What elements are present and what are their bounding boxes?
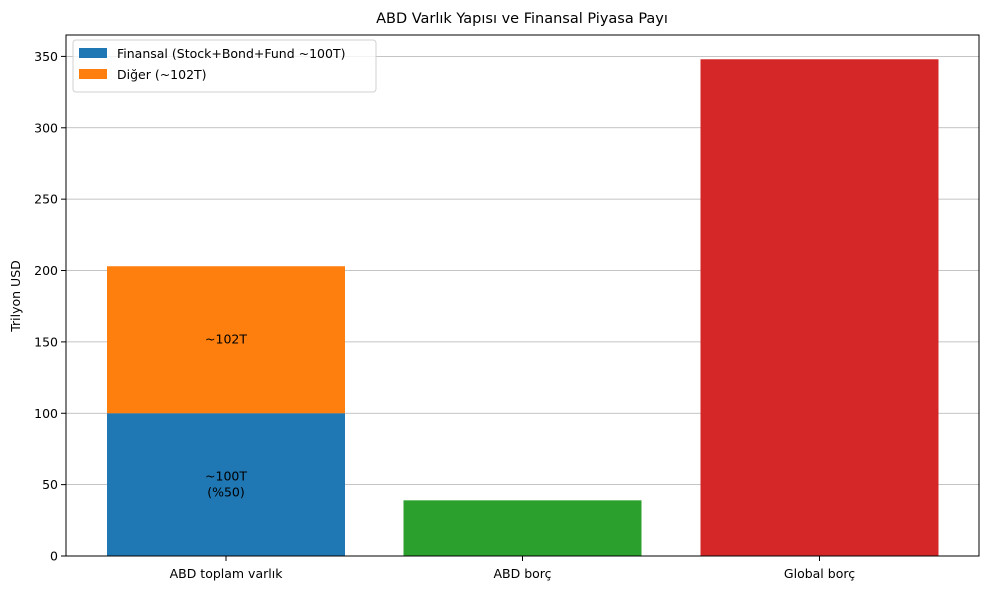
y-tick-label: 300	[34, 120, 58, 135]
y-axis-label: Trilyon USD	[8, 260, 23, 333]
legend-entry: Finansal (Stock+Bond+Fund ~100T)	[117, 46, 345, 61]
y-tick-label: 200	[34, 263, 58, 278]
bar-value-label-line: (%50)	[207, 485, 245, 500]
bars	[107, 59, 939, 557]
bar-segment	[107, 266, 345, 414]
y-tick-label: 50	[42, 477, 58, 492]
bar-segment	[107, 413, 345, 556]
bar-value-label: ~102T	[205, 332, 247, 347]
bar-value-label-line: ~102T	[205, 332, 247, 347]
bar-labels: ~100T (%50) ~102T	[205, 332, 247, 500]
x-tick-label: ABD toplam varlık	[170, 566, 284, 581]
x-tick-label: ABD borç	[493, 566, 551, 581]
bar-segment	[700, 59, 939, 557]
x-tick-label: Global borç	[784, 566, 855, 581]
bar-value-label: ~100T (%50)	[205, 469, 247, 500]
legend-entry: Diğer (~102T)	[117, 67, 207, 82]
bar-value-label-line: ~100T	[205, 469, 247, 484]
legend-box	[72, 39, 377, 93]
legend: Finansal (Stock+Bond+Fund ~100T) Diğer (~…	[72, 39, 377, 93]
y-tick-label: 100	[34, 406, 58, 421]
y-tick-label: 350	[34, 49, 58, 64]
legend-swatch	[79, 48, 107, 58]
bar-segment	[403, 500, 642, 556]
y-tick-label: 0	[50, 549, 58, 564]
axes: 0 50 100 150 200 250 300 350 ABD toplam varlık AB…	[34, 34, 980, 581]
legend-swatch	[79, 69, 107, 79]
chart-title: ABD Varlık Yapısı ve Finansal Piyasa Pay…	[376, 11, 668, 27]
y-tick-label: 150	[34, 334, 58, 349]
y-tick-label: 250	[34, 192, 58, 207]
